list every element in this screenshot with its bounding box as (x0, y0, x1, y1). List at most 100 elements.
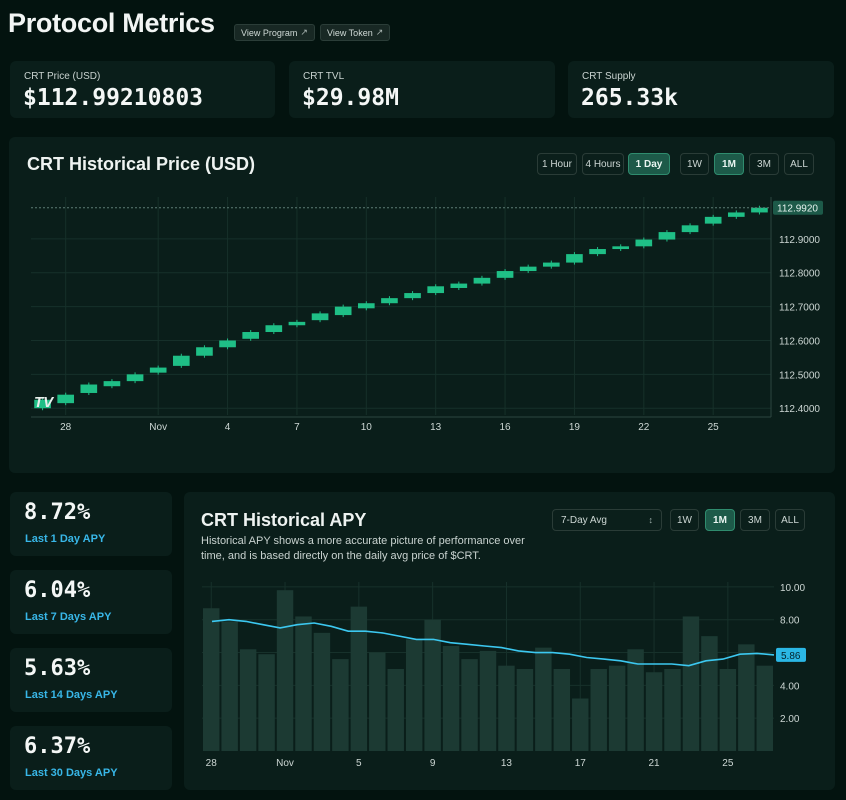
apy-last-value-label: 5.86 (781, 651, 801, 662)
apy-bar (258, 654, 275, 751)
chevron-updown-icon: ↕ (648, 515, 654, 525)
price-chart[interactable]: 112.4000 112.5000 112.6000 112.7000 112.8000… (9, 137, 835, 473)
y-tick-label: 112.7000 (779, 303, 820, 314)
x-tick-label: 19 (569, 422, 581, 433)
candle (681, 225, 699, 233)
candle (34, 399, 51, 409)
apy-bar (553, 668, 571, 751)
last-price-badge (773, 200, 823, 215)
apy-bar (461, 659, 478, 751)
range-1m-button[interactable]: 1M (714, 153, 744, 175)
price-chart-panel: CRT Historical Price (USD) 1 Hour 4 Hour… (9, 137, 835, 473)
apy-last-value-badge (776, 647, 806, 662)
x-tick-label: 9 (430, 758, 436, 769)
candle (427, 286, 445, 294)
x-tick-label: 21 (649, 758, 661, 769)
external-link-icon: ↗ (375, 27, 384, 37)
apy-range-3m-button[interactable]: 3M (740, 509, 770, 531)
apy-range-1w-button[interactable]: 1W (670, 509, 699, 531)
interval-1-hour-button[interactable]: 1 Hour (537, 153, 577, 175)
apy-average-line (211, 618, 775, 667)
x-tick-label: 25 (722, 758, 734, 769)
candle (381, 298, 398, 304)
candle (589, 249, 606, 255)
apy-bar (313, 632, 331, 751)
y-tick-label: 112.6000 (779, 336, 820, 347)
metric-value: 265.33k (581, 85, 678, 111)
range-3m-button[interactable]: 3M (749, 153, 779, 175)
candle (288, 321, 306, 326)
apy-bar (479, 650, 497, 751)
tradingview-logo-icon: TV (34, 394, 55, 411)
x-tick-label: 5 (356, 758, 362, 769)
apy-stat-label: Last 1 Day APY (25, 533, 106, 545)
apy-bar (369, 652, 386, 751)
candle (219, 340, 236, 348)
external-link-icon: ↗ (300, 27, 308, 37)
apy-stat-card: 6.37% Last 30 Days APY (10, 726, 172, 790)
candle (473, 277, 491, 284)
candle (103, 381, 121, 387)
apy-bar (498, 665, 515, 751)
x-tick-label: 28 (60, 422, 72, 433)
x-tick-label: 22 (638, 422, 650, 433)
y-tick-label: 4.00 (780, 681, 800, 692)
apy-bar (442, 645, 460, 751)
y-tick-label: 8.00 (780, 616, 800, 627)
candle (126, 374, 144, 382)
apy-bar (535, 647, 552, 751)
metric-label: CRT Price (USD) (24, 71, 101, 82)
candle (242, 332, 260, 339)
candle (196, 347, 213, 356)
apy-stat-card: 5.63% Last 14 Days APY (10, 648, 172, 712)
metric-card-supply: CRT Supply 265.33k (568, 61, 834, 118)
price-chart-title: CRT Historical Price (USD) (27, 154, 256, 174)
x-tick-label: 7 (294, 422, 300, 433)
metric-value: $112.99210803 (23, 85, 204, 111)
y-tick-label: 2.00 (780, 714, 800, 725)
apy-stat-value: 5.63% (24, 656, 91, 681)
apy-bar (332, 659, 349, 751)
interval-4-hours-button[interactable]: 4 Hours (582, 153, 624, 175)
apy-bar (627, 649, 644, 751)
metric-card-tvl: CRT TVL $29.98M (289, 61, 555, 118)
y-tick-label: 112.4000 (779, 404, 820, 415)
view-token-button[interactable]: View Token ↗ (320, 24, 391, 41)
y-tick-label: 112.9000 (779, 235, 820, 246)
apy-stat-label: Last 30 Days APY (25, 767, 118, 779)
candle (80, 384, 98, 393)
apy-chart-title: CRT Historical APY (201, 510, 367, 530)
x-tick-label: Nov (149, 422, 167, 433)
apy-stat-value: 8.72% (24, 500, 91, 525)
y-tick-label: 10.00 (780, 583, 805, 594)
apy-bar (572, 698, 589, 751)
apy-bar (221, 621, 238, 751)
apy-range-all-button[interactable]: ALL (775, 509, 805, 531)
y-tick-label: 112.8000 (779, 269, 820, 280)
range-1w-button[interactable]: 1W (680, 153, 709, 175)
interval-1-day-button[interactable]: 1 Day (628, 153, 670, 175)
apy-stat-label: Last 14 Days APY (25, 689, 118, 701)
x-tick-label: 17 (575, 758, 587, 769)
metric-label: CRT TVL (303, 71, 345, 82)
candle (496, 271, 514, 278)
candle (311, 313, 329, 321)
range-all-button[interactable]: ALL (784, 153, 814, 175)
candle (172, 355, 190, 366)
apy-bar (424, 619, 441, 751)
apy-bar (719, 668, 737, 751)
candle (57, 394, 75, 404)
candle (404, 293, 421, 299)
apy-bar (276, 590, 294, 751)
x-tick-label: Nov (276, 758, 294, 769)
apy-bar (682, 616, 700, 751)
apy-average-select[interactable]: 7-Day Avg ↕ (552, 509, 662, 531)
view-program-button[interactable]: View Program ↗ (234, 24, 315, 41)
metric-value: $29.98M (302, 85, 399, 111)
apy-range-1m-button[interactable]: 1M (705, 509, 735, 531)
metric-card-price: CRT Price (USD) $112.99210803 (10, 61, 275, 118)
apy-chart-panel: CRT Historical APY Historical APY shows … (184, 492, 835, 790)
apy-bar (738, 644, 755, 751)
x-tick-label: 4 (225, 422, 231, 433)
